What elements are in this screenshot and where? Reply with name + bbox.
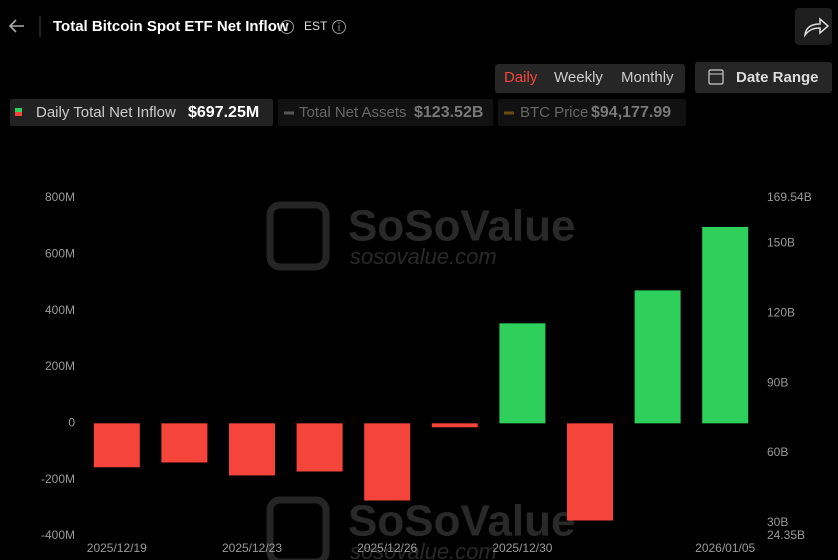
bar xyxy=(634,290,681,424)
watermark-site: sosovalue.com xyxy=(350,539,497,560)
legend-value: $123.52B xyxy=(414,104,483,121)
tab-group xyxy=(495,64,685,93)
x-tick-label: 2025/12/23 xyxy=(222,541,282,555)
tab[interactable]: Weekly xyxy=(554,69,603,86)
x-tick-label: 2026/01/05 xyxy=(695,541,755,555)
bar xyxy=(296,423,343,472)
legend-name[interactable]: Total Net Assets xyxy=(299,104,407,121)
bar xyxy=(702,226,749,424)
y-tick-label: -400M xyxy=(41,528,75,542)
info-icon[interactable] xyxy=(280,20,294,34)
bar xyxy=(431,423,478,428)
bar xyxy=(499,323,546,424)
watermark-brand: SoSoValue xyxy=(348,497,575,546)
x-tick-label: 2025/12/19 xyxy=(87,541,147,555)
y-tick-label: 600M xyxy=(45,247,75,261)
y-tick-label: 0 xyxy=(68,416,75,430)
legend-inactive[interactable] xyxy=(278,99,493,126)
x-tick-label: 2025/12/30 xyxy=(492,541,552,555)
y-tick-label: -200M xyxy=(41,472,75,486)
watermark-site: sosovalue.com xyxy=(350,244,497,269)
bar xyxy=(229,423,275,476)
timezone: EST xyxy=(304,19,328,33)
y-tick-label: 200M xyxy=(45,359,75,373)
watermark: SoSoValue sosovalue.com SoSoValue sosova… xyxy=(266,201,575,560)
bar xyxy=(93,423,140,468)
bar xyxy=(567,423,613,521)
tab[interactable]: Daily xyxy=(504,69,538,86)
legend-value: $94,177.99 xyxy=(591,104,671,121)
y2-tick-label: 24.35B xyxy=(767,528,805,542)
back-button[interactable] xyxy=(8,19,24,33)
legend-swatch xyxy=(15,112,22,116)
bar xyxy=(161,423,208,463)
tab[interactable]: Monthly xyxy=(621,69,674,86)
legend-active[interactable] xyxy=(10,99,273,126)
date-range-label[interactable]: Date Range xyxy=(736,69,819,86)
legend-inactive[interactable] xyxy=(498,99,686,126)
y-tick-label: 800M xyxy=(45,190,75,204)
y-tick-label: 400M xyxy=(45,303,75,317)
x-tick-label: 2025/12/26 xyxy=(357,541,417,555)
y2-tick-label: 169.54B xyxy=(767,190,812,204)
y2-tick-label: 90B xyxy=(767,375,788,389)
title: Total Bitcoin Spot ETF Net Inflow xyxy=(53,18,289,35)
legend-swatch xyxy=(15,108,22,112)
watermark-brand: SoSoValue xyxy=(348,202,575,251)
legend-value: $697.25M xyxy=(188,104,259,121)
y2-tick-label: 30B xyxy=(767,515,788,529)
share-button[interactable] xyxy=(795,8,832,45)
y2-tick-label: 120B xyxy=(767,306,795,320)
date-range-button[interactable]: Date Range xyxy=(695,62,832,93)
legend-name[interactable]: Daily Total Net Inflow xyxy=(36,104,176,121)
info-icon[interactable] xyxy=(332,20,346,34)
bar xyxy=(364,423,411,501)
y2-tick-label: 60B xyxy=(767,445,788,459)
legend-name[interactable]: BTC Price xyxy=(520,104,588,121)
y2-tick-label: 150B xyxy=(767,236,795,250)
